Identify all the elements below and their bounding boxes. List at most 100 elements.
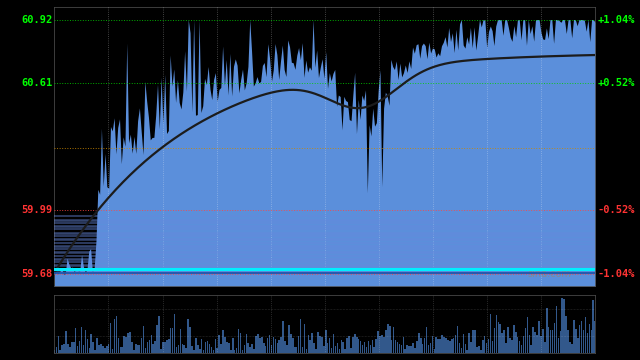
Bar [58, 336, 59, 353]
Bar [515, 332, 516, 353]
Bar [61, 345, 63, 353]
Text: 59.99: 59.99 [21, 205, 52, 215]
Bar [133, 350, 134, 353]
Bar [337, 342, 338, 353]
Bar [589, 324, 590, 353]
Bar [145, 348, 147, 353]
Bar [482, 340, 484, 353]
Bar [406, 345, 408, 353]
Bar [540, 336, 541, 353]
Bar [186, 348, 187, 353]
Bar [340, 340, 342, 353]
Bar [387, 324, 388, 353]
Bar [556, 306, 557, 353]
Bar [531, 345, 532, 353]
Bar [484, 336, 486, 353]
Bar [410, 346, 412, 353]
Bar [490, 314, 492, 353]
Bar [280, 337, 282, 353]
Bar [567, 330, 569, 353]
Bar [408, 346, 410, 353]
Bar [261, 337, 262, 353]
Bar [209, 344, 211, 353]
Bar [131, 342, 132, 353]
Bar [298, 336, 300, 353]
Text: 60.61: 60.61 [21, 78, 52, 88]
Bar [447, 339, 449, 353]
Bar [284, 342, 286, 353]
Bar [102, 346, 104, 353]
Bar [397, 342, 398, 353]
Bar [486, 343, 488, 353]
Bar [449, 341, 451, 353]
Bar [442, 335, 443, 353]
Bar [461, 348, 462, 353]
Bar [292, 338, 294, 353]
Bar [393, 327, 394, 353]
Bar [269, 336, 270, 353]
Bar [253, 350, 255, 353]
Bar [236, 348, 237, 353]
Bar [339, 348, 340, 353]
Bar [463, 334, 464, 353]
Bar [63, 344, 65, 353]
Bar [77, 346, 79, 353]
Bar [314, 343, 315, 353]
Bar [56, 347, 57, 353]
Bar [527, 317, 528, 353]
Bar [360, 341, 362, 353]
Bar [278, 340, 280, 353]
Bar [367, 341, 369, 353]
Bar [335, 346, 336, 353]
Bar [306, 349, 307, 353]
Bar [444, 337, 445, 353]
Bar [282, 321, 284, 353]
Bar [160, 350, 162, 353]
Text: 59.68: 59.68 [21, 269, 52, 279]
Bar [166, 340, 168, 353]
Bar [554, 323, 556, 353]
Bar [354, 334, 356, 353]
Bar [509, 338, 511, 353]
Bar [257, 334, 259, 353]
Bar [412, 343, 414, 353]
Bar [301, 347, 303, 353]
Bar [365, 347, 367, 353]
Bar [323, 346, 324, 353]
Bar [333, 334, 334, 353]
Bar [327, 343, 328, 353]
Bar [492, 341, 493, 353]
Bar [172, 328, 173, 353]
Bar [581, 321, 582, 353]
Bar [156, 325, 158, 353]
Bar [380, 336, 381, 353]
Bar [265, 346, 266, 353]
Bar [122, 347, 123, 353]
Bar [538, 321, 540, 353]
Bar [455, 335, 456, 353]
Bar [383, 337, 385, 353]
Bar [470, 342, 472, 353]
Bar [184, 345, 185, 353]
Bar [226, 342, 228, 353]
Bar [234, 350, 236, 353]
Bar [362, 345, 364, 353]
Bar [199, 349, 200, 353]
Bar [529, 335, 530, 353]
Bar [565, 316, 567, 353]
Bar [429, 343, 431, 353]
Bar [389, 326, 390, 353]
Bar [232, 338, 234, 353]
Bar [212, 350, 214, 353]
Bar [116, 316, 117, 353]
Bar [222, 330, 224, 353]
Bar [428, 345, 429, 353]
Bar [106, 346, 108, 353]
Bar [118, 338, 119, 353]
Bar [404, 348, 406, 353]
Bar [248, 343, 249, 353]
Bar [403, 337, 404, 353]
Bar [381, 335, 383, 353]
Bar [207, 341, 208, 353]
Bar [420, 338, 422, 353]
